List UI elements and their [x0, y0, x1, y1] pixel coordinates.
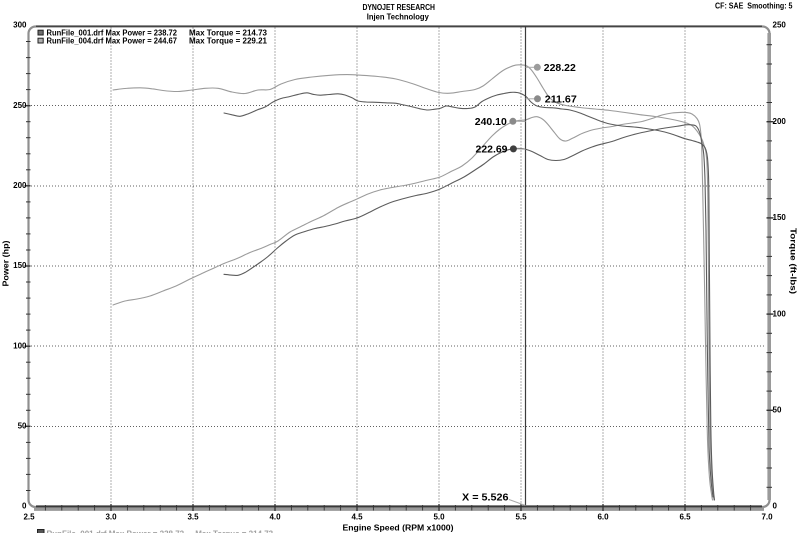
svg-text:Power (hp): Power (hp) [2, 240, 11, 286]
svg-text:RunFile_004.drf Max Power = 24: RunFile_004.drf Max Power = 244.67 [47, 36, 178, 45]
svg-text:5.0: 5.0 [433, 513, 445, 522]
svg-text:50: 50 [18, 422, 27, 431]
svg-text:CF: SAE Smoothing: 5: CF: SAE Smoothing: 5 [715, 1, 793, 10]
svg-text:5.5: 5.5 [515, 513, 527, 522]
svg-text:150: 150 [773, 213, 787, 222]
svg-text:Max Torque = 214.73: Max Torque = 214.73 [189, 28, 268, 37]
svg-text:228.22: 228.22 [544, 63, 576, 74]
svg-text:3.0: 3.0 [105, 513, 117, 522]
svg-text:0: 0 [773, 502, 778, 511]
svg-text:222.69: 222.69 [476, 145, 508, 156]
svg-text:50: 50 [773, 406, 782, 415]
svg-text:DYNOJET RESEARCH: DYNOJET RESEARCH [362, 3, 435, 12]
svg-text:150: 150 [13, 261, 27, 270]
svg-text:X = 5.526: X = 5.526 [462, 493, 509, 504]
svg-text:6.5: 6.5 [679, 513, 691, 522]
svg-text:240.10: 240.10 [475, 117, 507, 128]
svg-text:200: 200 [773, 117, 787, 126]
svg-text:211.67: 211.67 [545, 94, 577, 105]
svg-text:100: 100 [13, 341, 27, 350]
svg-text:Injen Technology: Injen Technology [367, 13, 430, 22]
svg-text:2.5: 2.5 [23, 513, 35, 522]
svg-text:RunFile_001.drf Max Power = 23: RunFile_001.drf Max Power = 238.72 [47, 28, 178, 37]
svg-text:3.5: 3.5 [187, 513, 199, 522]
svg-text:250: 250 [13, 101, 27, 110]
svg-text:300: 300 [13, 21, 27, 30]
svg-text:200: 200 [13, 181, 27, 190]
svg-text:250: 250 [773, 21, 787, 30]
svg-text:4.0: 4.0 [269, 513, 281, 522]
svg-text:Torque (ft-lbs): Torque (ft-lbs) [789, 228, 798, 294]
svg-text:7.0: 7.0 [761, 513, 773, 522]
svg-text:Engine Speed (RPM x1000): Engine Speed (RPM x1000) [343, 524, 454, 533]
svg-text:Max Torque = 229.21: Max Torque = 229.21 [189, 36, 268, 45]
svg-text:RunFile_001.drf Max Power = 23: RunFile_001.drf Max Power = 238.72 Max T… [47, 530, 274, 533]
svg-text:0: 0 [22, 502, 27, 511]
svg-text:6.0: 6.0 [597, 513, 609, 522]
svg-text:4.5: 4.5 [351, 513, 363, 522]
svg-text:100: 100 [773, 309, 787, 318]
